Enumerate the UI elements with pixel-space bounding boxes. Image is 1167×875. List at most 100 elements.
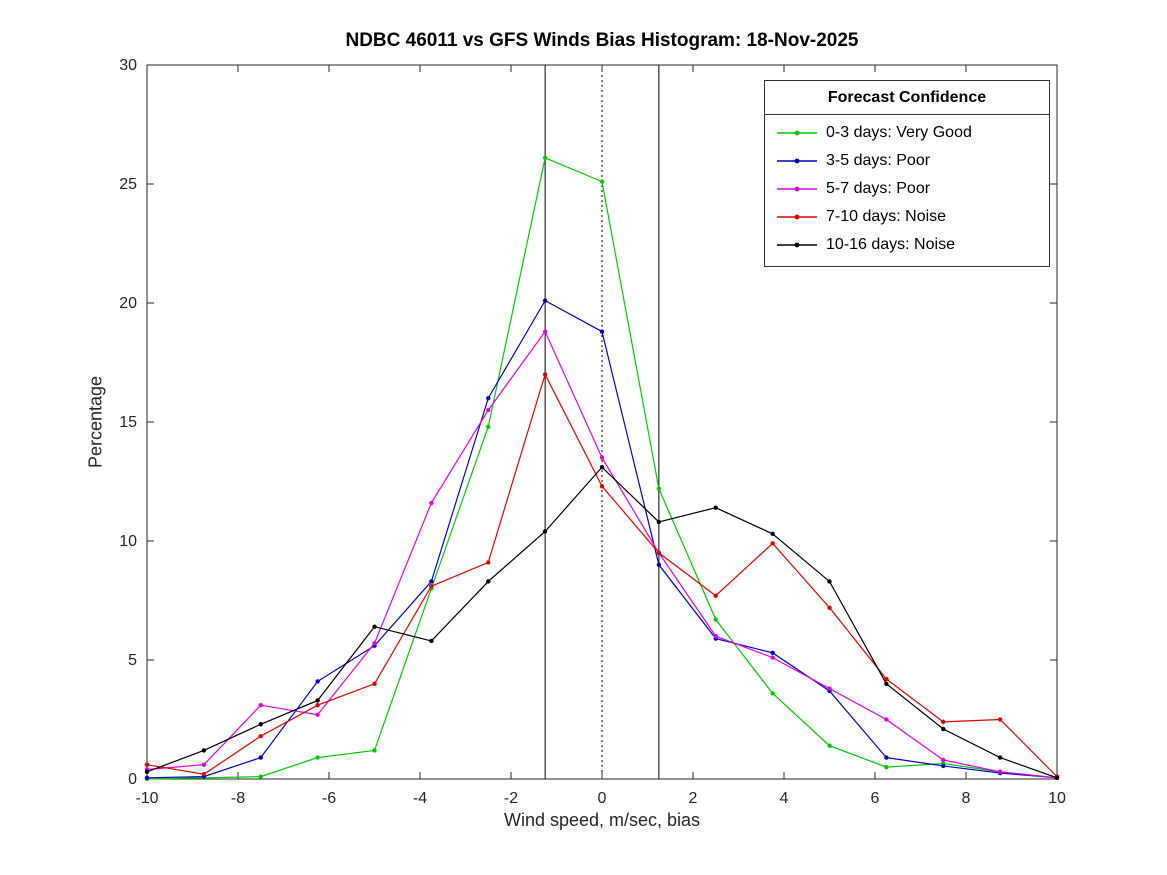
series-marker — [827, 579, 832, 584]
x-tick-label: 4 — [780, 790, 789, 807]
series-0 — [144, 155, 1060, 782]
series-marker — [997, 755, 1003, 760]
series-marker — [258, 774, 263, 779]
series-marker — [827, 686, 832, 691]
y-tick-label: 5 — [128, 652, 137, 669]
x-tick-label: -8 — [231, 790, 245, 807]
series-marker — [486, 396, 491, 401]
series-marker — [656, 519, 662, 525]
series-marker — [315, 698, 320, 703]
series-marker — [599, 484, 605, 489]
series-marker — [542, 298, 548, 303]
legend-item-3: 7-10 days: Noise — [765, 203, 1049, 231]
series-marker — [201, 748, 207, 753]
series-marker — [884, 717, 889, 722]
legend-item-1: 3-5 days: Poor — [765, 147, 1049, 175]
series-marker — [599, 455, 605, 460]
series-2 — [144, 329, 1060, 781]
legend-items: 0-3 days: Very Good 3-5 days: Poor 5-7 day… — [765, 119, 1049, 259]
series-marker — [372, 681, 377, 686]
series-marker — [201, 772, 207, 777]
series-marker — [372, 748, 377, 753]
series-marker — [1054, 775, 1060, 781]
series-marker — [542, 155, 548, 161]
series-marker — [315, 679, 320, 684]
series-marker — [599, 329, 605, 334]
legend-item-label: 5-7 days: Poor — [826, 180, 931, 197]
series-marker — [486, 407, 491, 413]
series-marker — [429, 584, 434, 589]
series-marker — [884, 755, 889, 760]
legend-line-sample — [777, 158, 817, 164]
legend-line-sample — [777, 130, 817, 136]
series-marker — [713, 634, 718, 639]
axis-ticks: -10 -8 -6 -4 -2 0 2 4 6 8 10 0 5 10 15 20 25 30 — [119, 57, 1066, 807]
series-marker — [315, 755, 320, 760]
legend-line-sample — [777, 186, 817, 192]
series-marker — [599, 465, 605, 470]
x-tick-label: -10 — [135, 790, 158, 807]
series-marker — [713, 505, 718, 510]
y-tick-label: 20 — [119, 295, 137, 312]
legend-item-label: 3-5 days: Poor — [826, 152, 931, 169]
series-marker — [997, 717, 1003, 722]
series-marker — [258, 733, 263, 739]
legend-item-4: 10-16 days: Noise — [765, 231, 1049, 259]
x-tick-label: 0 — [598, 790, 607, 807]
legend-item-label: 10-16 days: Noise — [826, 236, 955, 253]
series-marker — [770, 531, 775, 537]
legend-item-label: 0-3 days: Very Good — [826, 124, 972, 141]
series-marker — [827, 605, 832, 610]
series-marker — [941, 757, 946, 763]
y-tick-label: 15 — [119, 414, 137, 431]
series-marker — [599, 179, 605, 184]
legend-title: Forecast Confidence — [765, 86, 1049, 115]
series-marker — [656, 486, 662, 491]
series-marker — [258, 755, 263, 760]
series-marker — [258, 703, 263, 708]
series-marker — [542, 372, 548, 377]
series-marker — [941, 726, 946, 732]
series-3 — [144, 372, 1060, 779]
y-tick-label: 25 — [119, 176, 137, 193]
series-marker — [258, 722, 263, 727]
series-marker — [713, 593, 718, 598]
series-marker — [315, 703, 320, 708]
series-marker — [542, 329, 548, 334]
series-marker — [372, 624, 377, 629]
y-tick-label: 0 — [128, 771, 137, 788]
series-marker — [201, 762, 207, 767]
series-marker — [429, 500, 434, 506]
legend-item-0: 0-3 days: Very Good — [765, 119, 1049, 147]
series-marker — [429, 638, 434, 644]
series-marker — [770, 691, 775, 696]
series-marker — [997, 769, 1003, 775]
series-marker — [770, 650, 775, 656]
series-marker — [486, 560, 491, 565]
legend-line-sample — [777, 214, 817, 220]
x-tick-label: -2 — [504, 790, 518, 807]
x-tick-label: 10 — [1048, 790, 1066, 807]
series-marker — [884, 764, 889, 770]
series-marker — [144, 769, 150, 775]
legend-item-label: 7-10 days: Noise — [826, 208, 947, 225]
series-marker — [429, 579, 434, 584]
reference-lines — [544, 65, 660, 779]
series-marker — [770, 655, 775, 660]
series-marker — [656, 550, 662, 556]
series-marker — [144, 762, 150, 767]
x-tick-label: -4 — [413, 790, 427, 807]
series-marker — [941, 763, 946, 769]
series-marker — [656, 562, 662, 567]
chart-title: NDBC 46011 vs GFS Winds Bias Histogram: … — [345, 30, 859, 51]
series-marker — [144, 775, 150, 781]
series-marker — [713, 617, 718, 622]
x-tick-label: -6 — [322, 790, 336, 807]
legend-item-2: 5-7 days: Poor — [765, 175, 1049, 203]
y-tick-label: 30 — [119, 57, 137, 74]
series-marker — [372, 641, 377, 646]
x-tick-label: 6 — [871, 790, 880, 807]
series-marker — [486, 424, 491, 429]
